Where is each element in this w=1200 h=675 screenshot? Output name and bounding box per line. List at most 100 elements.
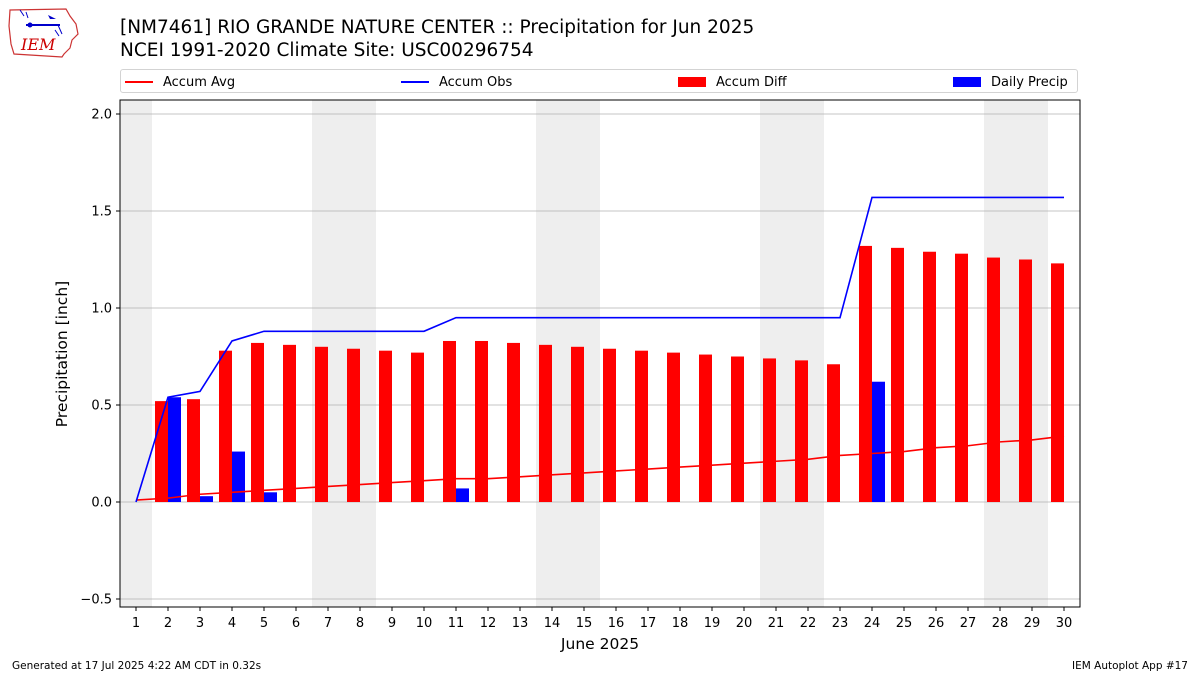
y-tick-label: 0.0 bbox=[91, 496, 112, 511]
logo-text: IEM bbox=[20, 35, 56, 54]
x-tick-label: 11 bbox=[448, 616, 465, 631]
x-tick-label: 23 bbox=[832, 616, 849, 631]
x-tick-label: 5 bbox=[260, 616, 268, 631]
accum-diff-bar bbox=[379, 350, 392, 502]
legend-label-accum-diff: Accum Diff bbox=[716, 74, 787, 90]
iem-logo-icon: IEM bbox=[6, 4, 82, 60]
chart-title: [NM7461] RIO GRANDE NATURE CENTER :: Pre… bbox=[120, 17, 755, 38]
y-axis-label: Precipitation [inch] bbox=[53, 281, 71, 427]
daily-precip-bar bbox=[872, 381, 885, 502]
x-tick-label: 13 bbox=[512, 616, 529, 631]
legend-item-accum-diff: Accum Diff bbox=[678, 70, 787, 94]
accum-diff-bar bbox=[699, 354, 712, 502]
footer-app-text: IEM Autoplot App #17 bbox=[1072, 660, 1188, 672]
daily-precip-bar bbox=[456, 488, 469, 502]
accum-obs-line bbox=[135, 196, 1064, 503]
x-tick-label: 4 bbox=[228, 616, 236, 631]
x-axis-ticks: 1 2 3 4 5 6 7 8 9 10 11 12 13 14 15 16 17 18 19 20 21 22 23 24 2… bbox=[132, 607, 1072, 631]
x-tick-label: 25 bbox=[896, 616, 913, 631]
accum-diff-bar bbox=[571, 346, 584, 502]
x-tick-label: 30 bbox=[1056, 616, 1073, 631]
x-tick-label: 29 bbox=[1024, 616, 1041, 631]
accum-diff-bar bbox=[347, 348, 360, 502]
accum-diff-bar bbox=[923, 251, 936, 502]
x-tick-label: 26 bbox=[928, 616, 945, 631]
x-tick-label: 28 bbox=[992, 616, 1009, 631]
x-tick-label: 20 bbox=[736, 616, 753, 631]
x-tick-label: 24 bbox=[864, 616, 881, 631]
legend-swatch-accum-avg bbox=[125, 81, 153, 83]
x-axis-label: June 2025 bbox=[560, 635, 639, 653]
y-axis-ticks: −0.5 0.0 0.5 1.0 1.5 2.0 bbox=[80, 108, 120, 608]
accum-diff-bar bbox=[827, 364, 840, 502]
y-tick-label: 1.0 bbox=[91, 302, 112, 317]
y-tick-label: 0.5 bbox=[91, 399, 112, 414]
accum-diff-bar bbox=[443, 340, 456, 502]
plot-frame bbox=[119, 99, 1081, 608]
daily-precip-bar bbox=[168, 397, 181, 502]
x-tick-label: 14 bbox=[544, 616, 561, 631]
y-tick-label: −0.5 bbox=[80, 593, 112, 608]
x-tick-label: 16 bbox=[608, 616, 625, 631]
x-tick-label: 21 bbox=[768, 616, 785, 631]
x-tick-label: 27 bbox=[960, 616, 977, 631]
legend-label-accum-avg: Accum Avg bbox=[163, 74, 236, 90]
x-tick-label: 10 bbox=[416, 616, 433, 631]
weekend-band bbox=[760, 100, 792, 607]
weekend-band bbox=[792, 100, 824, 607]
daily-precip-bar bbox=[264, 492, 277, 502]
legend-swatch-daily-precip bbox=[953, 77, 981, 87]
accum-diff-bar bbox=[1051, 263, 1064, 502]
accum-diff-bar bbox=[219, 350, 232, 502]
accum-diff-bar bbox=[987, 257, 1000, 502]
y-tick-label: 1.5 bbox=[91, 205, 112, 220]
accum-diff-bar bbox=[635, 350, 648, 502]
legend-item-daily-precip: Daily Precip bbox=[953, 70, 1068, 94]
x-tick-label: 7 bbox=[324, 616, 332, 631]
footer-generated-text: Generated at 17 Jul 2025 4:22 AM CDT in … bbox=[12, 660, 262, 672]
accum-diff-bar bbox=[283, 344, 296, 502]
accum-diff-bar bbox=[1019, 259, 1032, 502]
lines bbox=[135, 196, 1065, 503]
accum-diff-bar bbox=[187, 399, 200, 502]
x-tick-label: 12 bbox=[480, 616, 497, 631]
accum-diff-bar bbox=[667, 352, 680, 502]
accum-diff-bar bbox=[731, 356, 744, 502]
weekend-band bbox=[120, 100, 152, 607]
chart-subtitle: NCEI 1991-2020 Climate Site: USC00296754 bbox=[120, 40, 534, 61]
bars bbox=[155, 245, 1064, 503]
x-tick-label: 3 bbox=[196, 616, 204, 631]
daily-precip-bar bbox=[200, 496, 213, 502]
x-tick-label: 22 bbox=[800, 616, 817, 631]
accum-diff-bar bbox=[539, 344, 552, 502]
legend-item-accum-obs: Accum Obs bbox=[401, 70, 512, 94]
accum-diff-bar bbox=[251, 342, 264, 502]
accum-diff-bar bbox=[859, 245, 872, 503]
x-tick-label: 15 bbox=[576, 616, 593, 631]
accum-diff-bar bbox=[155, 401, 168, 502]
legend-label-accum-obs: Accum Obs bbox=[439, 74, 513, 90]
x-tick-label: 19 bbox=[704, 616, 721, 631]
accum-diff-bar bbox=[795, 360, 808, 502]
x-tick-label: 1 bbox=[132, 616, 140, 631]
legend-swatch-accum-diff bbox=[678, 77, 706, 87]
legend-swatch-accum-obs bbox=[401, 81, 429, 83]
accum-avg-line bbox=[135, 435, 1065, 501]
x-tick-label: 18 bbox=[672, 616, 689, 631]
legend: Accum Avg Accum Obs Accum Diff Daily Pre… bbox=[120, 69, 1078, 93]
legend-item-accum-avg: Accum Avg bbox=[125, 70, 235, 94]
accum-diff-bar bbox=[603, 348, 616, 502]
accum-diff-bar bbox=[955, 253, 968, 502]
accum-diff-bar bbox=[507, 342, 520, 502]
daily-precip-bar bbox=[232, 451, 245, 502]
x-tick-label: 17 bbox=[640, 616, 657, 631]
accum-diff-bar bbox=[763, 358, 776, 502]
accum-diff-bar bbox=[315, 346, 328, 502]
accum-diff-bar bbox=[411, 352, 424, 502]
x-tick-label: 9 bbox=[388, 616, 396, 631]
accum-diff-bar bbox=[475, 340, 488, 502]
x-tick-label: 6 bbox=[292, 616, 300, 631]
y-gridlines bbox=[120, 113, 1080, 600]
y-tick-label: 2.0 bbox=[91, 108, 112, 123]
